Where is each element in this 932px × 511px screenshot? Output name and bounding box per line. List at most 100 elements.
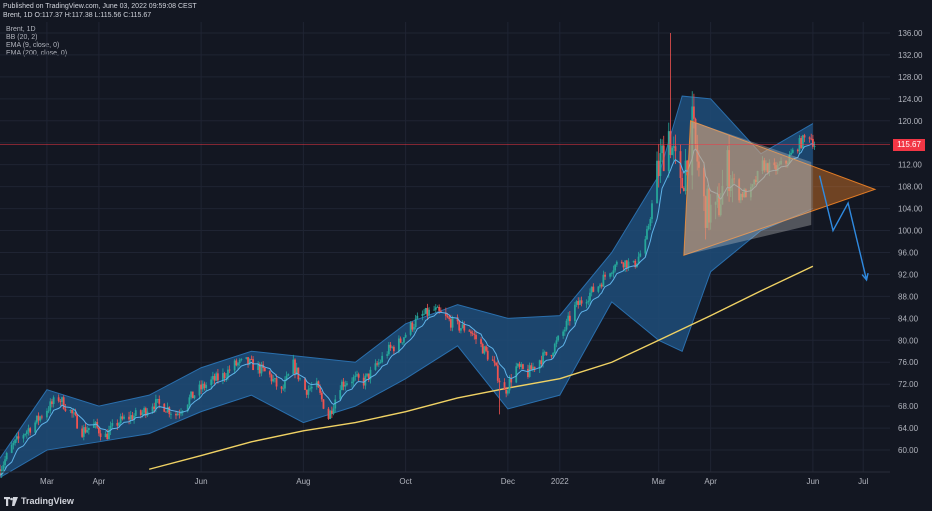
- candle-body: [620, 261, 623, 264]
- y-tick-label: 108.00: [898, 183, 923, 192]
- candle-body: [728, 150, 730, 192]
- candle-body: [170, 413, 172, 415]
- candle-body: [47, 410, 50, 412]
- candle-body: [468, 330, 471, 332]
- candle-body: [506, 390, 509, 394]
- legend-ema9[interactable]: EMA (9, close, 0): [6, 42, 60, 49]
- candle-body: [387, 344, 390, 355]
- candle-body: [568, 315, 571, 322]
- candle-body: [532, 366, 534, 370]
- ema200-path: [148, 265, 814, 470]
- legend-ema200[interactable]: EMA (200, close, 0): [6, 50, 68, 57]
- legend-symbol[interactable]: Brent, 1D: [6, 26, 36, 33]
- candle-body: [493, 360, 496, 363]
- y-tick-label: 84.00: [898, 314, 919, 323]
- candle-body: [295, 367, 298, 374]
- candle-body: [128, 416, 130, 420]
- candle-body: [528, 365, 531, 378]
- candle-body: [647, 226, 650, 230]
- candle-body: [15, 436, 18, 440]
- candle-body: [29, 428, 32, 433]
- ema9-path: [0, 143, 815, 476]
- candle-body: [133, 415, 135, 420]
- candle-body: [339, 390, 342, 400]
- candle-body: [64, 408, 67, 411]
- candle-body: [761, 160, 764, 171]
- candle-body: [778, 164, 781, 166]
- candle-body: [215, 373, 218, 381]
- published-line: Published on TradingView.com, June 03, 2…: [3, 3, 197, 10]
- candle-body: [515, 366, 518, 383]
- candle-body: [377, 362, 380, 365]
- candle-body: [552, 353, 555, 357]
- candle-body: [813, 146, 816, 147]
- y-tick-label: 132.00: [898, 51, 923, 60]
- candle-body: [786, 163, 789, 164]
- candle-body: [470, 331, 472, 334]
- candle-body: [414, 318, 417, 328]
- candle-body: [268, 371, 271, 375]
- legend-bb[interactable]: BB (20, 2): [6, 34, 38, 41]
- time-axis[interactable]: Mar Apr Jun Aug Oct Dec 2022 Mar Apr Jun Jul: [0, 471, 890, 486]
- x-tick-label: Dec: [501, 477, 515, 486]
- y-tick-label: 104.00: [898, 205, 923, 214]
- candle-body: [158, 399, 161, 404]
- candle-body: [227, 369, 229, 378]
- bb-lower-line: [0, 208, 814, 478]
- candle-body: [542, 352, 544, 365]
- candle-body: [622, 263, 625, 268]
- candle-body: [344, 384, 347, 387]
- candle-body: [661, 145, 663, 154]
- candlestick-series: [0, 32, 816, 478]
- candle-body: [4, 459, 6, 466]
- candle-body: [367, 373, 370, 380]
- candle-body: [612, 270, 615, 274]
- candle-body: [517, 363, 519, 367]
- x-tick-label: 2022: [551, 477, 569, 486]
- candle-body: [706, 188, 709, 228]
- candle-body: [796, 149, 799, 152]
- candle-body: [765, 163, 767, 171]
- candle-body: [503, 382, 506, 390]
- candle-body: [491, 359, 494, 361]
- tradingview-logo-icon: [4, 496, 18, 506]
- price-axis[interactable]: 60.00 64.00 68.00 72.00 76.00 80.00 84.00 88.00…: [898, 29, 923, 455]
- candle-body: [550, 355, 553, 357]
- candle-body: [86, 430, 89, 433]
- candle-body: [186, 404, 189, 412]
- candle-body: [741, 194, 744, 198]
- candle-body: [272, 379, 275, 382]
- candle-body: [389, 344, 392, 348]
- candle-body: [592, 286, 595, 292]
- candle-body: [485, 346, 487, 351]
- candle-body: [766, 163, 769, 173]
- candle-body: [84, 427, 87, 433]
- candle-body: [151, 406, 154, 412]
- candle-body: [97, 427, 100, 434]
- candle-body: [342, 381, 345, 387]
- candle-body: [248, 359, 251, 365]
- tradingview-logo[interactable]: TradingView: [4, 496, 74, 506]
- last-price-tag: 115.67: [893, 138, 925, 151]
- candle-body: [602, 274, 605, 287]
- candle-body: [649, 219, 652, 227]
- candle-body: [235, 360, 238, 366]
- x-tick-label: Apr: [704, 477, 717, 486]
- candle-body: [703, 167, 705, 197]
- candle-body: [409, 322, 412, 335]
- candle-body: [733, 178, 736, 180]
- candle-body: [213, 376, 216, 381]
- candle-body: [473, 333, 476, 335]
- candle-body: [481, 343, 484, 354]
- candle-body: [615, 261, 618, 265]
- candle-body: [134, 410, 137, 416]
- candle-body: [604, 274, 606, 277]
- candle-body: [223, 373, 226, 378]
- candle-body: [773, 162, 776, 166]
- candle-body: [99, 433, 102, 438]
- candle-body: [426, 308, 429, 316]
- candle-body: [776, 165, 779, 172]
- candle-body: [768, 162, 771, 173]
- candle-body: [438, 307, 441, 311]
